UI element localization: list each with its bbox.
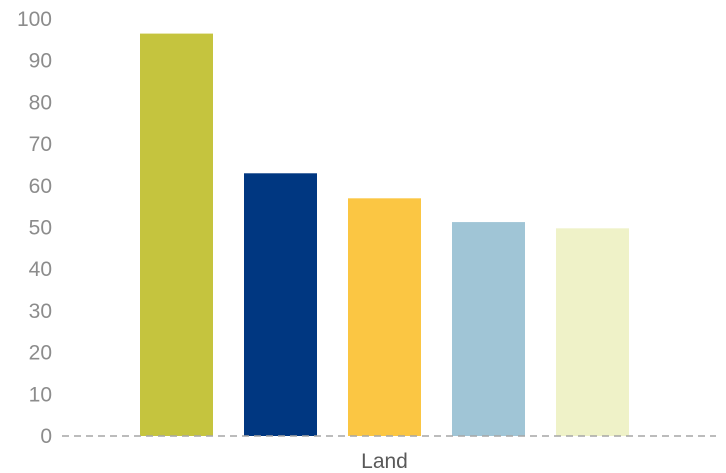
bar [556, 228, 629, 436]
y-tick-label: 50 [29, 217, 52, 240]
y-tick-label: 70 [29, 133, 52, 156]
y-tick-label: 90 [29, 50, 52, 73]
bar [348, 198, 421, 436]
y-tick-label: 40 [29, 258, 52, 281]
y-tick-label: 80 [29, 91, 52, 114]
y-axis: 0 10 20 30 40 50 60 70 80 90 100 [17, 8, 52, 448]
y-tick-label: 60 [29, 175, 52, 198]
y-tick-label: 30 [29, 300, 52, 323]
y-tick-label: 100 [17, 8, 52, 31]
bar [452, 222, 525, 436]
x-axis: Land [361, 450, 408, 473]
x-tick-label: Land [361, 450, 408, 473]
y-tick-label: 0 [40, 425, 52, 448]
y-tick-label: 20 [29, 342, 52, 365]
bars [140, 33, 629, 437]
y-tick-label: 10 [29, 383, 52, 406]
bar [140, 33, 213, 436]
bar [244, 173, 317, 437]
